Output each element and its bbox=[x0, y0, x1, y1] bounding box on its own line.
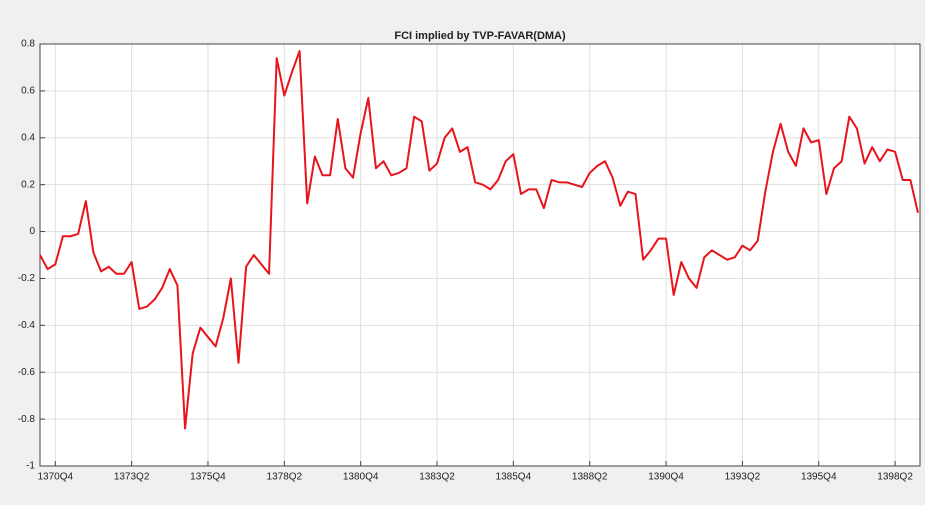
y-tick-label: 0 bbox=[29, 226, 35, 237]
y-tick-label: -0.6 bbox=[18, 367, 36, 378]
y-tick-label: -0.2 bbox=[18, 273, 36, 284]
x-tick-label: 1378Q2 bbox=[267, 472, 303, 483]
x-tick-label: 1375Q4 bbox=[190, 472, 226, 483]
y-tick-label: -1 bbox=[26, 461, 35, 472]
x-tick-label: 1383Q2 bbox=[419, 472, 455, 483]
y-tick-label: 0.4 bbox=[21, 132, 35, 143]
y-tick-label: 0.2 bbox=[21, 179, 35, 190]
y-tick-label: 0.8 bbox=[21, 39, 35, 50]
x-tick-label: 1385Q4 bbox=[496, 472, 532, 483]
x-tick-label: 1390Q4 bbox=[648, 472, 684, 483]
x-tick-label: 1370Q4 bbox=[37, 472, 73, 483]
x-tick-label: 1395Q4 bbox=[801, 472, 837, 483]
x-tick-label: 1388Q2 bbox=[572, 472, 608, 483]
x-tick-label: 1373Q2 bbox=[114, 472, 150, 483]
chart-title: FCI implied by TVP-FAVAR(DMA) bbox=[394, 30, 566, 42]
x-tick-label: 1398Q2 bbox=[877, 472, 913, 483]
y-tick-label: -0.4 bbox=[18, 320, 36, 331]
x-tick-label: 1380Q4 bbox=[343, 472, 379, 483]
plot-area bbox=[40, 44, 920, 466]
y-tick-label: -0.8 bbox=[18, 414, 36, 425]
x-tick-label: 1393Q2 bbox=[725, 472, 761, 483]
data-line bbox=[39, 50, 919, 430]
y-tick-label: 0.6 bbox=[21, 86, 35, 97]
